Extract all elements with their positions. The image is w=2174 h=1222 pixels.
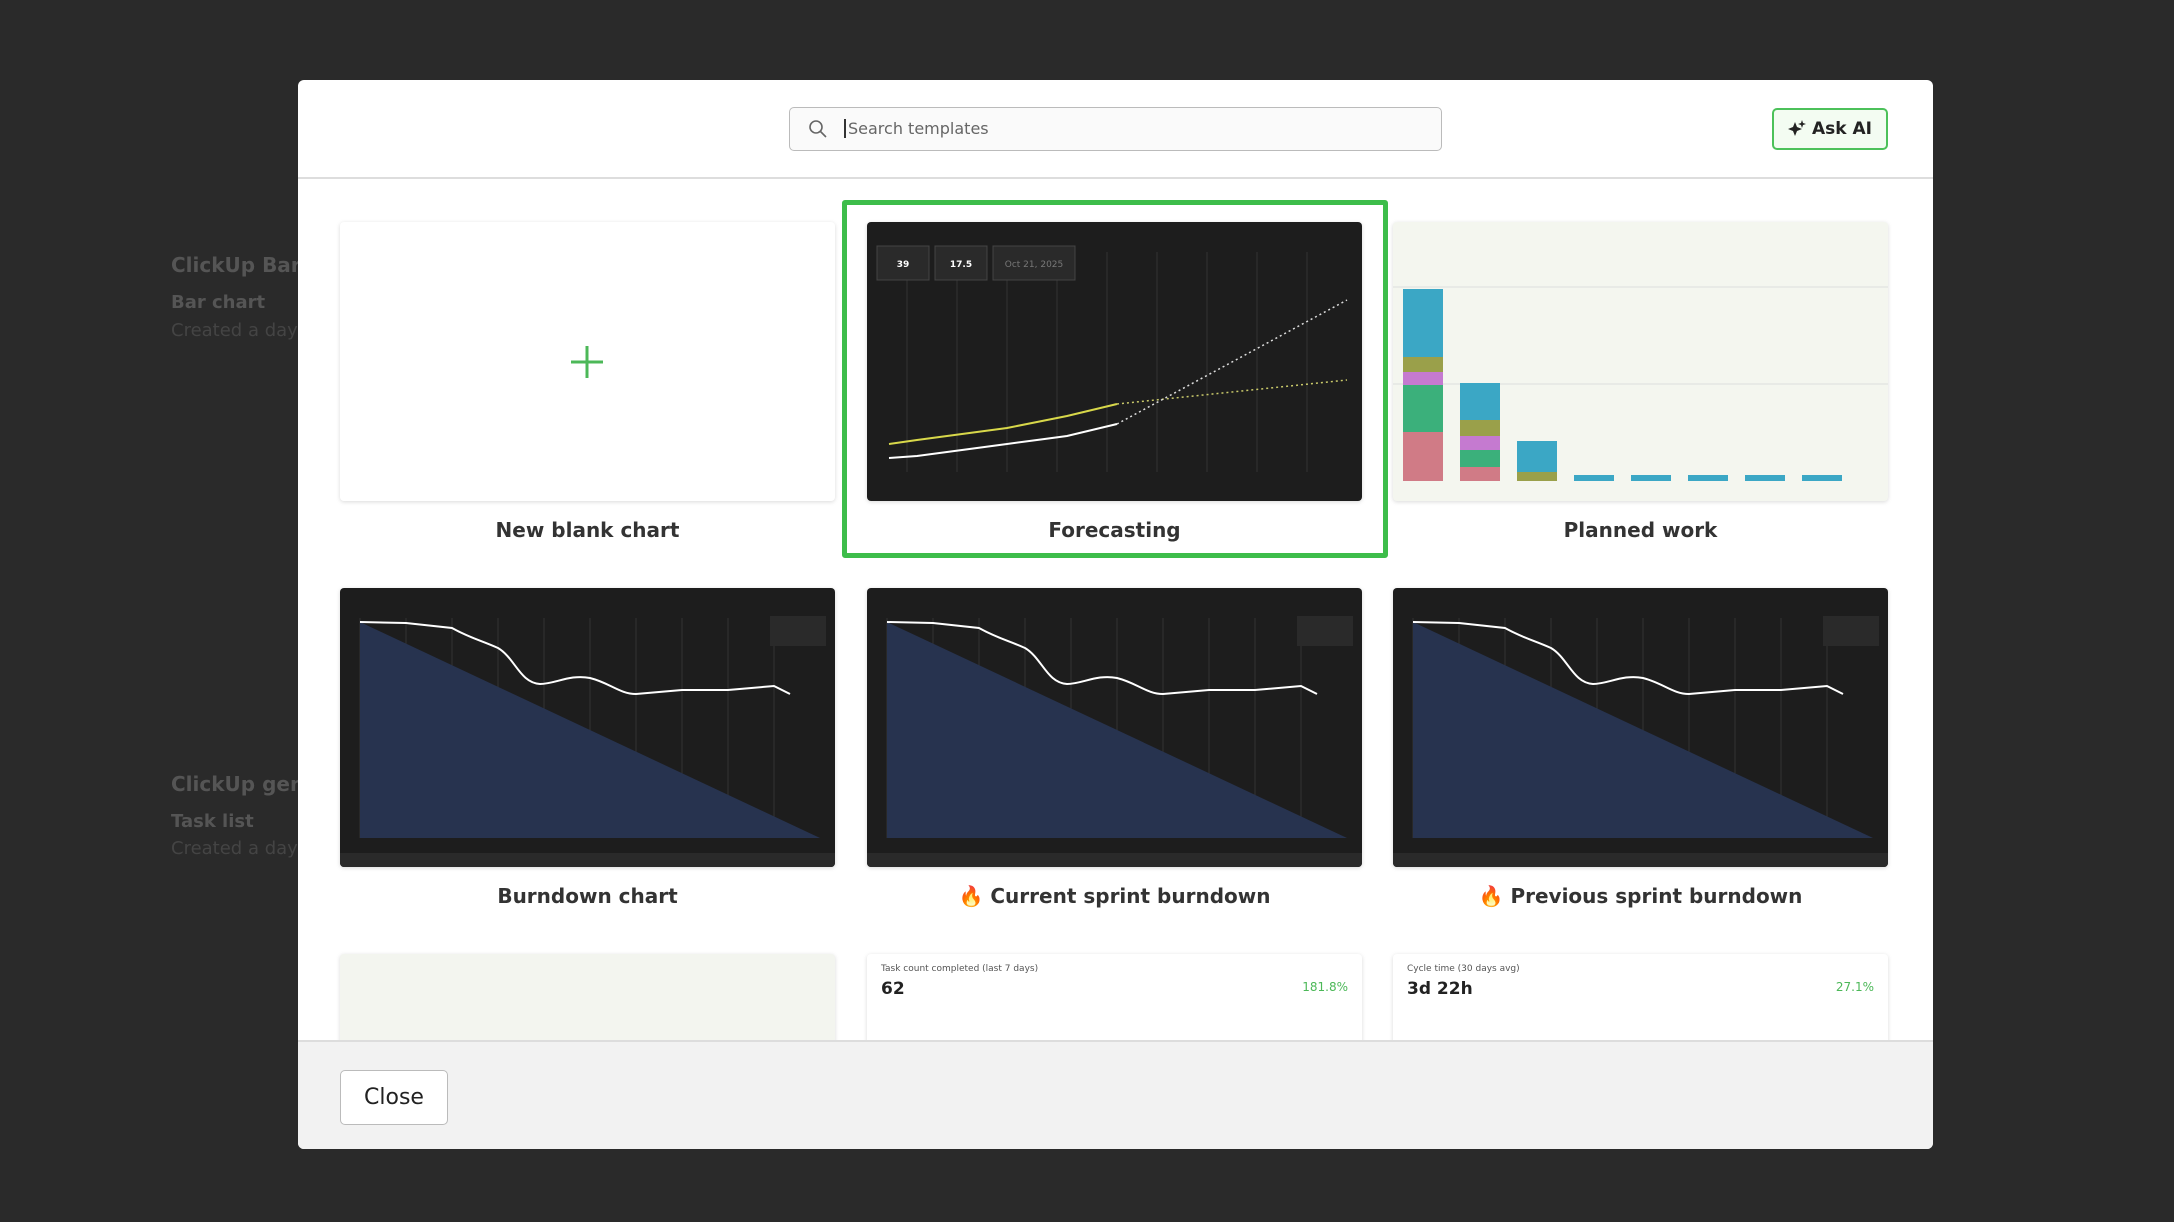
search-icon: [809, 120, 827, 138]
sparkle-icon: [1788, 120, 1806, 136]
template-grid: New blank chart 39 17.5 Oct 21, 2025: [298, 179, 1933, 1040]
template-card[interactable]: Cycle time (30 days avg) 3d 22h 27.1%: [1393, 954, 1888, 1040]
card-change: 181.8%: [1302, 980, 1348, 994]
card-change: 27.1%: [1835, 980, 1874, 994]
ask-ai-button[interactable]: Ask AI: [1772, 108, 1888, 150]
template-name: New blank chart: [495, 518, 680, 542]
template-name: Planned work: [1563, 518, 1718, 542]
card-title: Cycle time (30 days avg): [1407, 964, 1520, 974]
search-placeholder: Search templates: [844, 119, 989, 138]
bg-text: Task list: [171, 811, 254, 832]
template-name: Forecasting: [1048, 518, 1181, 542]
thumbnail: [1393, 588, 1888, 867]
card-title: Task count completed (last 7 days): [881, 964, 1039, 974]
bg-text: ClickUp gene: [171, 772, 318, 796]
burndown-preview: [1393, 588, 1888, 867]
thumbnail: [867, 588, 1362, 867]
selection-border: [842, 200, 1388, 558]
thumbnail: [340, 222, 835, 501]
kpi: 39: [897, 260, 910, 270]
planned-preview: [1393, 286, 1888, 481]
kpi: Oct 21, 2025: [1005, 260, 1064, 270]
search-box[interactable]: Search templates: [789, 107, 1442, 151]
burndown-preview: [340, 588, 835, 867]
footer: Close: [298, 1040, 1933, 1149]
template-name: 🔥 Current sprint burndown: [958, 884, 1271, 908]
bg-text: Created a day: [171, 838, 298, 859]
plus-icon: [571, 346, 603, 378]
ask-ai-label: Ask AI: [1812, 119, 1872, 139]
template-name: 🔥 Previous sprint burndown: [1478, 884, 1803, 908]
bg-text: ClickUp Bar c: [171, 253, 320, 277]
card-value: 62: [881, 979, 905, 999]
burndown-preview: [867, 588, 1362, 867]
bg-text: Created a day: [171, 320, 298, 341]
card-value: 3d 22h: [1407, 979, 1473, 999]
forecast-preview: 39 17.5 Oct 21, 2025: [876, 245, 1348, 472]
template-modal: Search templates Ask AI New blank chart: [298, 80, 1933, 1149]
close-button[interactable]: Close: [340, 1070, 448, 1125]
header: Search templates Ask AI: [298, 80, 1933, 179]
kpi: 17.5: [950, 260, 972, 270]
thumbnail: [1393, 222, 1888, 501]
template-name: Burndown chart: [497, 884, 678, 908]
bg-text: Bar chart: [171, 292, 266, 313]
thumbnail: 39 17.5 Oct 21, 2025: [867, 222, 1362, 501]
template-card[interactable]: Task count completed (last 7 days) 62 18…: [867, 954, 1362, 1040]
template-card[interactable]: [340, 954, 835, 1040]
thumbnail: [340, 588, 835, 867]
